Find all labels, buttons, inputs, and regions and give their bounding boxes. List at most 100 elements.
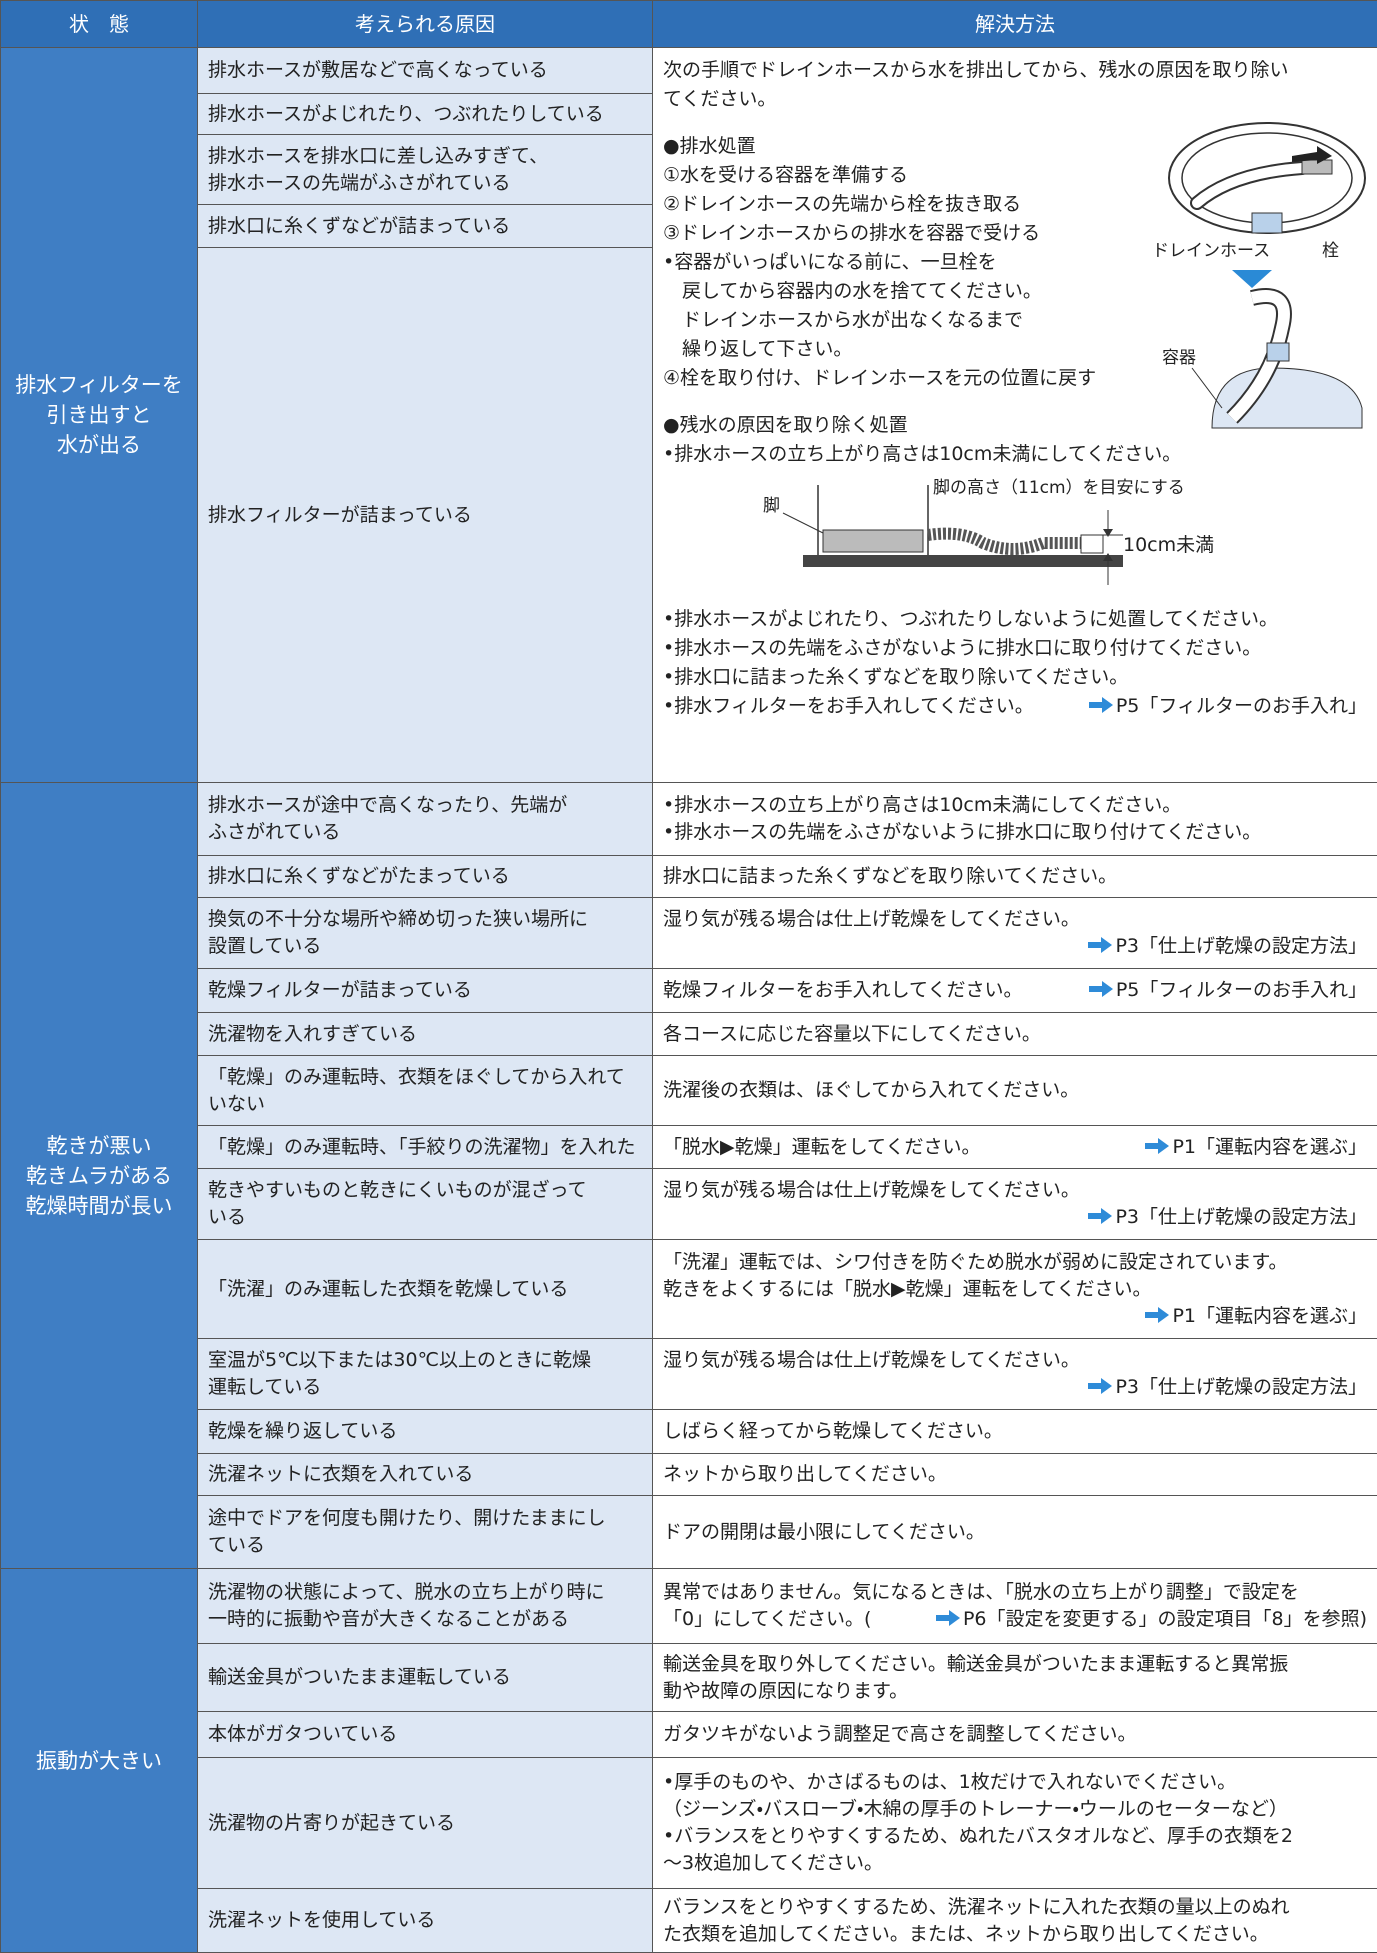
reference-text: P1「運転内容を選ぶ」 (1172, 1136, 1367, 1158)
text-line: •排水ホースの立ち上がり高さは10cm未満にしてください。 (663, 440, 1367, 469)
reference-text: P5「フィルターのお手入れ」 (1116, 695, 1367, 717)
solution-cell: 異常ではありません。気になるときは、「脱水の立ち上がり調整」で設定を「0」にして… (653, 1569, 1377, 1644)
solution-cell: ガタツキがないよう調整足で高さを調整してください。 (653, 1712, 1377, 1758)
text-line: 〜3枚追加してください。 (663, 1850, 1367, 1877)
table-row: 乾燥を繰り返しているしばらく経ってから乾燥してください。 (1, 1410, 1377, 1454)
arrow-icon (1087, 1377, 1113, 1395)
solution-cell: ネットから取り出してください。 (653, 1454, 1377, 1496)
text-line: 乾燥時間が長い (11, 1191, 187, 1221)
text-line: （ジーンズ・バスローブ・木綿の厚手のトレーナー・ウールのセーターなど） (663, 1796, 1367, 1823)
text-line: 引き出すと (11, 400, 187, 430)
cause-cell: 「洗濯」のみ運転した衣類を乾燥している (198, 1240, 653, 1339)
text-line: 乾きムラがある (11, 1161, 187, 1191)
arrow-icon (1087, 1207, 1113, 1225)
text-line: 乾燥を繰り返している (208, 1418, 642, 1445)
solution-cell: 湿り気が残る場合は仕上げ乾燥をしてください。P3「仕上げ乾燥の設定方法」 (653, 1169, 1377, 1240)
reference-text: P6「設定を変更する」の設定項目「8」を参照) (963, 1608, 1367, 1630)
text-line: 動や故障の原因になります。 (663, 1678, 1367, 1705)
table-row: 途中でドアを何度も開けたり、開けたままにしているドアの開閉は最小限にしてください… (1, 1496, 1377, 1569)
text: •排水フィルターをお手入れしてください。 (663, 692, 1034, 721)
cause-cell: 排水ホースがよじれたり、つぶれたりしている (198, 94, 653, 135)
text-line: 湿り気が残る場合は仕上げ乾燥をしてください。 (663, 1347, 1367, 1374)
text-line: 「脱水▶乾燥」運転をしてください。 P1「運転内容を選ぶ」 (663, 1134, 1367, 1161)
table-row: 洗濯ネットに衣類を入れているネットから取り出してください。 (1, 1454, 1377, 1496)
cause-cell: 洗濯ネットに衣類を入れている (198, 1454, 653, 1496)
cause-cell: 「乾燥」のみ運転時、「手絞りの洗濯物」を入れた (198, 1126, 653, 1169)
table-row: 「乾燥」のみ運転時、「手絞りの洗濯物」を入れた「脱水▶乾燥」運転をしてください。… (1, 1126, 1377, 1169)
arrow-icon (1088, 980, 1114, 998)
text-line: 湿り気が残る場合は仕上げ乾燥をしてください。 (663, 1177, 1367, 1204)
text-line: 「乾燥」のみ運転時、衣類をほぐしてから入れて (208, 1064, 642, 1091)
text-line: 「0」にしてください。(P6「設定を変更する」の設定項目「8」を参照) (663, 1606, 1367, 1633)
text-line: 湿り気が残る場合は仕上げ乾燥をしてください。 (663, 906, 1367, 933)
solution-cell: 輸送金具を取り外してください。輸送金具がついたまま運転すると異常振動や故障の原因… (653, 1644, 1377, 1712)
table-row: 振動が大きい洗濯物の状態によって、脱水の立ち上がり時に一時的に振動や音が大きくな… (1, 1569, 1377, 1644)
cause-cell: 乾燥フィルターが詰まっている (198, 969, 653, 1013)
text-line: 乾きをよくするには「脱水▶乾燥」運転をしてください。 (663, 1276, 1367, 1303)
reference: P1「運転内容を選ぶ」 (1144, 1134, 1367, 1161)
text-line: 「乾燥」のみ運転時、「手絞りの洗濯物」を入れた (208, 1134, 642, 1161)
arrow-icon (1144, 1137, 1170, 1155)
solution-cell: 「脱水▶乾燥」運転をしてください。 P1「運転内容を選ぶ」 (653, 1126, 1377, 1169)
text-line: 「洗濯」のみ運転した衣類を乾燥している (208, 1276, 642, 1303)
text: 乾燥フィルターをお手入れしてください。 (663, 977, 1022, 1004)
text-line: 排水ホースが途中で高くなったり、先端が (208, 792, 642, 819)
solution-cell: 排水口に詰まった糸くずなどを取り除いてください。 (653, 856, 1377, 898)
arrow-icon (1088, 696, 1114, 714)
text-line: 洗濯物を入れすぎている (208, 1021, 642, 1048)
cause-cell: 排水ホースが敷居などで高くなっている (198, 48, 653, 94)
reference: P5「フィルターのお手入れ」 (1088, 692, 1367, 721)
text-line: •排水ホースの立ち上がり高さは10cm未満にしてください。 (663, 792, 1367, 819)
cause-cell: 輸送金具がついたまま運転している (198, 1644, 653, 1712)
text: 「脱水▶乾燥」運転をしてください。 (663, 1134, 980, 1161)
text-line: ネットから取り出してください。 (663, 1461, 1367, 1488)
header-row: 状 態考えられる原因解決方法 (1, 1, 1377, 48)
text-line: 室温が5℃以下または30℃以上のときに乾燥 (208, 1347, 642, 1374)
text-line: 各コースに応じた容量以下にしてください。 (663, 1021, 1367, 1048)
text-line: 洗濯物の片寄りが起きている (208, 1810, 642, 1837)
table-row: 室温が5℃以下または30℃以上のときに乾燥運転している湿り気が残る場合は仕上げ乾… (1, 1339, 1377, 1410)
text-line: 排水口に糸くずなどがたまっている (208, 863, 642, 890)
text-line: いる (208, 1204, 642, 1231)
table-row: 洗濯物を入れすぎている各コースに応じた容量以下にしてください。 (1, 1013, 1377, 1056)
figure-label: ドレインホース (1152, 241, 1270, 261)
text-line: ドアの開閉は最小限にしてください。 (663, 1519, 1367, 1546)
reference-text: P3「仕上げ乾燥の設定方法」 (1115, 1206, 1367, 1228)
cause-cell: 本体がガタついている (198, 1712, 653, 1758)
table-row: 輸送金具がついたまま運転している輸送金具を取り外してください。輸送金具がついたま… (1, 1644, 1377, 1712)
text-line: P1「運転内容を選ぶ」 (663, 1303, 1367, 1330)
cause-cell: 「乾燥」のみ運転時、衣類をほぐしてから入れていない (198, 1056, 653, 1126)
figure-label: 栓 (1322, 241, 1339, 261)
reference-text: P1「運転内容を選ぶ」 (1172, 1305, 1367, 1327)
reference: P6「設定を変更する」の設定項目「8」を参照) (935, 1606, 1367, 1633)
table-row: 換気の不十分な場所や締め切った狭い場所に設置している湿り気が残る場合は仕上げ乾燥… (1, 898, 1377, 969)
text-line: 輸送金具を取り外してください。輸送金具がついたまま運転すると異常振 (663, 1651, 1367, 1678)
cause-cell: 排水ホースを排水口に差し込みすぎて、排水ホースの先端がふさがれている (198, 135, 653, 205)
cause-cell: 洗濯物の状態によって、脱水の立ち上がり時に一時的に振動や音が大きくなることがある (198, 1569, 653, 1644)
text-line: 排水フィルターが詰まっている (208, 502, 642, 529)
hose-height-illustration: 脚 脚の高さ（11cm）を目安にする 10cm未満 (763, 475, 1263, 595)
cause-cell: 途中でドアを何度も開けたり、開けたままにしている (198, 1496, 653, 1569)
column-header: 解決方法 (653, 1, 1377, 48)
solution-cell: ドアの開閉は最小限にしてください。 (653, 1496, 1377, 1569)
text-line: 乾燥フィルターをお手入れしてください。 P5「フィルターのお手入れ」 (663, 977, 1367, 1004)
text-line: 排水フィルターを (11, 370, 187, 400)
cause-cell: 洗濯物を入れすぎている (198, 1013, 653, 1056)
cause-cell: 排水口に糸くずなどが詰まっている (198, 205, 653, 248)
text-line: 乾燥フィルターが詰まっている (208, 977, 642, 1004)
text-line: 本体がガタついている (208, 1721, 642, 1748)
text-line: 排水口に糸くずなどが詰まっている (208, 213, 642, 240)
figure-label: 容器 (1162, 348, 1196, 368)
text-line: 「洗濯」運転では、シワ付きを防ぐため脱水が弱めに設定されています。 (663, 1249, 1367, 1276)
arrow-icon (1087, 936, 1113, 954)
text-line: 洗濯後の衣類は、ほぐしてから入れてください。 (663, 1077, 1367, 1104)
text-line: てください。 (663, 85, 1367, 114)
table-row: 「洗濯」のみ運転した衣類を乾燥している「洗濯」運転では、シワ付きを防ぐため脱水が… (1, 1240, 1377, 1339)
text-line: バランスをとりやすくするため、洗濯ネットに入れた衣類の量以上のぬれ (663, 1894, 1367, 1921)
text-line: 次の手順でドレインホースから水を排出してから、残水の原因を取り除い (663, 56, 1367, 85)
text-line: 一時的に振動や音が大きくなることがある (208, 1606, 642, 1633)
reference-text: P5「フィルターのお手入れ」 (1116, 979, 1367, 1001)
text-line: •排水ホースがよじれたり、つぶれたりしないように処置してください。 (663, 605, 1367, 634)
table-row: 排水口に糸くずなどがたまっている排水口に詰まった糸くずなどを取り除いてください。 (1, 856, 1377, 898)
